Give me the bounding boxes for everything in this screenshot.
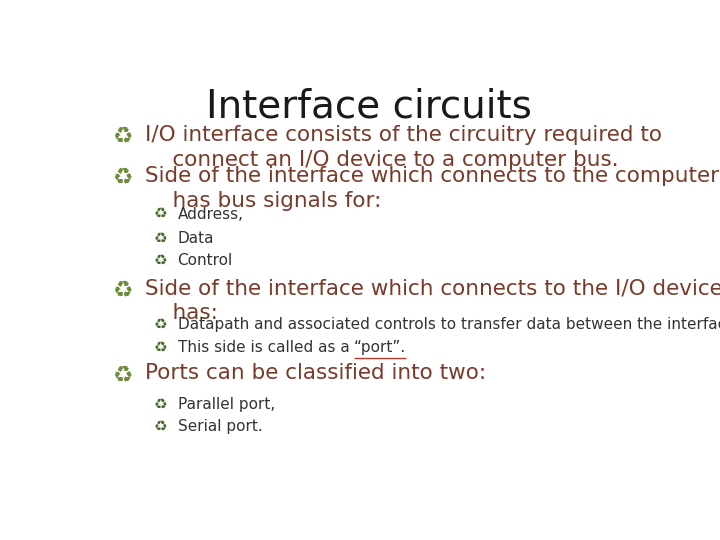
Text: Datapath and associated controls to transfer data between the interface and the : Datapath and associated controls to tran… [178,317,720,332]
Text: ♻: ♻ [154,317,168,332]
Text: ♻: ♻ [112,279,132,301]
Text: ♻: ♻ [112,166,132,189]
Text: ♻: ♻ [154,397,168,413]
Text: Side of the interface which connects to the computer
    has bus signals for:: Side of the interface which connects to … [145,166,719,211]
Text: Ports can be classified into two:: Ports can be classified into two: [145,363,486,383]
Text: ♻: ♻ [154,253,168,268]
Text: ♻: ♻ [154,207,168,221]
Text: Control: Control [178,253,233,268]
Text: Parallel port,: Parallel port, [178,397,275,413]
Text: ♻: ♻ [154,340,168,355]
Text: This side is called as a: This side is called as a [178,340,354,355]
Text: Side of the interface which connects to the I/O device
    has:: Side of the interface which connects to … [145,279,720,323]
Text: “port”.: “port”. [354,340,406,355]
Text: ♻: ♻ [154,419,168,434]
Text: ♻: ♻ [112,125,132,148]
Text: I/O interface consists of the circuitry required to
    connect an I/O device to: I/O interface consists of the circuitry … [145,125,662,170]
Text: Data: Data [178,231,214,246]
Text: Serial port.: Serial port. [178,419,262,434]
Text: ♻: ♻ [112,363,132,386]
Text: Interface circuits: Interface circuits [206,87,532,126]
Text: ♻: ♻ [154,231,168,246]
Text: Address,: Address, [178,207,243,221]
